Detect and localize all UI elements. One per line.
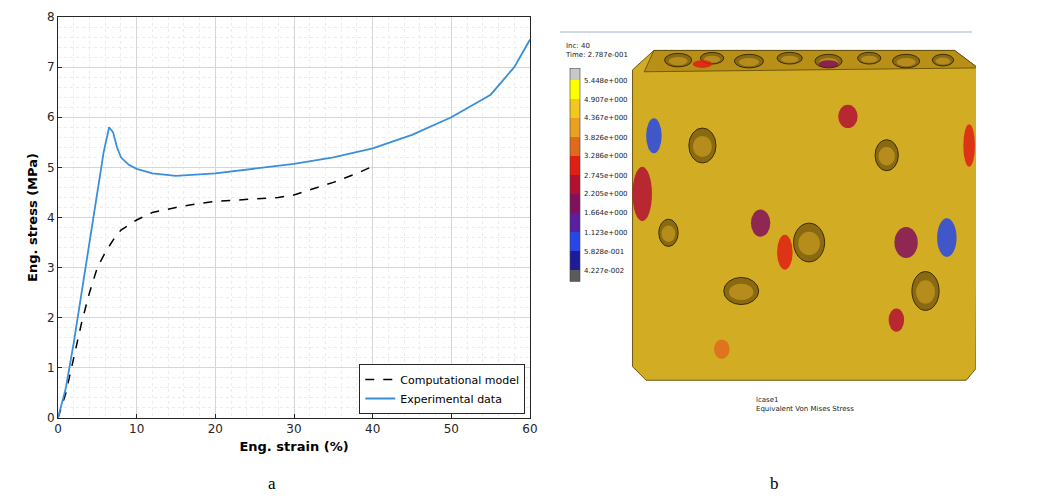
svg-text:Eng. stress (MPa): Eng. stress (MPa) xyxy=(25,153,40,282)
svg-text:Computational model: Computational model xyxy=(400,374,519,387)
svg-text:2.745e+000: 2.745e+000 xyxy=(584,172,628,180)
svg-text:Eng. strain (%): Eng. strain (%) xyxy=(239,439,348,454)
svg-text:6: 6 xyxy=(47,110,55,124)
svg-text:4.907e+000: 4.907e+000 xyxy=(584,96,628,104)
svg-text:3.826e+000: 3.826e+000 xyxy=(584,134,628,142)
svg-text:4.367e+000: 4.367e+000 xyxy=(584,114,628,122)
svg-text:2.205e+000: 2.205e+000 xyxy=(584,190,628,198)
svg-text:2: 2 xyxy=(47,311,55,325)
html-text:a: a xyxy=(268,474,276,493)
svg-text:Equivalent Von Mises Stress: Equivalent Von Mises Stress xyxy=(756,405,854,413)
svg-text:Experimental data: Experimental data xyxy=(400,393,502,406)
svg-text:Time: 2.787e-001: Time: 2.787e-001 xyxy=(565,51,628,59)
svg-text:5: 5 xyxy=(47,161,55,175)
svg-text:1.123e+000: 1.123e+000 xyxy=(584,229,628,237)
svg-text:4: 4 xyxy=(47,211,55,225)
svg-text:0: 0 xyxy=(47,411,55,425)
svg-text:1.664e+000: 1.664e+000 xyxy=(584,209,628,217)
svg-text:8: 8 xyxy=(47,10,55,24)
svg-text:lcase1: lcase1 xyxy=(756,396,779,404)
svg-text:3.286e+000: 3.286e+000 xyxy=(584,152,628,160)
svg-text:5.448e+000: 5.448e+000 xyxy=(584,77,628,85)
svg-text:60: 60 xyxy=(522,422,537,436)
svg-text:0: 0 xyxy=(54,422,62,436)
svg-text:1: 1 xyxy=(47,361,55,375)
svg-text:30: 30 xyxy=(286,422,301,436)
svg-text:40: 40 xyxy=(365,422,380,436)
svg-text:3: 3 xyxy=(47,261,55,275)
svg-text:50: 50 xyxy=(444,422,459,436)
svg-text:5.828e-001: 5.828e-001 xyxy=(584,248,624,256)
svg-text:Inc: 40: Inc: 40 xyxy=(566,42,590,50)
svg-text:10: 10 xyxy=(129,422,144,436)
svg-text:4.227e-002: 4.227e-002 xyxy=(584,267,624,275)
html-text:b: b xyxy=(770,474,779,493)
svg-text:7: 7 xyxy=(47,60,55,74)
svg-text:20: 20 xyxy=(208,422,223,436)
